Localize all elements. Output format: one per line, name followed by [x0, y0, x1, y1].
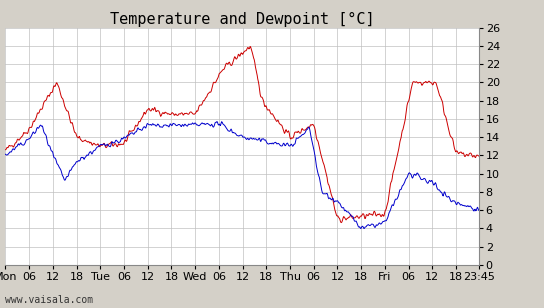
Title: Temperature and Dewpoint [°C]: Temperature and Dewpoint [°C] — [110, 11, 374, 26]
Text: www.vaisala.com: www.vaisala.com — [5, 295, 94, 305]
